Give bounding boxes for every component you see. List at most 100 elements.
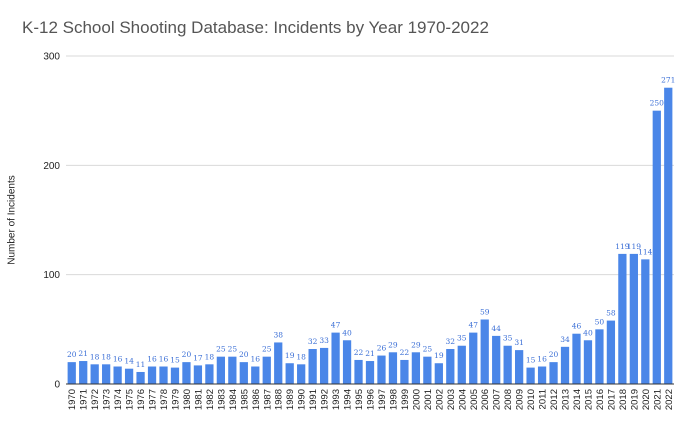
y-tick-label: 0	[54, 380, 60, 391]
y-tick-label: 300	[43, 52, 60, 63]
x-tick-label: 2010	[526, 389, 537, 410]
x-tick-label: 2015	[583, 389, 594, 410]
data-label: 119	[615, 242, 630, 251]
bar	[652, 110, 661, 385]
x-tick-label: 1971	[79, 389, 90, 410]
bar	[342, 340, 352, 384]
data-label: 25	[228, 345, 238, 354]
bar	[377, 355, 386, 384]
data-label: 16	[159, 355, 169, 364]
x-tick-label: 2002	[434, 389, 445, 410]
x-tick-label: 2021	[652, 389, 663, 410]
bar	[492, 335, 501, 384]
data-label: 35	[503, 334, 513, 343]
x-tick-label: 1996	[366, 389, 377, 410]
bar	[170, 367, 180, 384]
bar	[526, 367, 535, 384]
bars	[67, 87, 673, 385]
bar	[480, 319, 489, 384]
data-label: 16	[113, 355, 123, 364]
x-tick-label: 2018	[618, 389, 629, 410]
bar	[583, 340, 593, 384]
x-tick-label: 2022	[664, 389, 675, 410]
data-label: 20	[67, 350, 77, 359]
x-tick-label: 1984	[228, 389, 239, 410]
data-label: 22	[400, 348, 410, 357]
data-label: 29	[388, 340, 398, 349]
bar	[285, 363, 294, 384]
data-label: 250	[650, 99, 665, 108]
bar	[251, 366, 260, 384]
bar	[67, 362, 76, 384]
data-label: 38	[273, 330, 283, 339]
x-tick-label: 1992	[320, 389, 331, 410]
x-tick-label: 1994	[343, 389, 354, 410]
bar	[193, 365, 203, 384]
bar	[297, 364, 306, 384]
x-tick-label: 2020	[641, 389, 652, 410]
data-label: 18	[205, 352, 215, 361]
data-label: 35	[457, 334, 467, 343]
bar	[618, 253, 627, 384]
data-label: 47	[331, 321, 341, 330]
bar	[641, 259, 650, 384]
bar	[595, 329, 604, 384]
bar	[537, 366, 547, 384]
data-label: 33	[319, 336, 329, 345]
x-tick-label: 2016	[595, 389, 606, 410]
data-label: 18	[296, 352, 306, 361]
x-tick-label: 2013	[561, 389, 572, 410]
x-tick-label: 2014	[572, 389, 583, 410]
bar	[319, 347, 329, 384]
bar	[136, 371, 145, 384]
data-label: 47	[468, 321, 478, 330]
bar	[664, 87, 673, 385]
x-tick-label: 1985	[239, 389, 250, 410]
x-tick-label: 1979	[170, 389, 181, 410]
x-tick-label: 1976	[136, 389, 147, 410]
x-tick-label: 2007	[492, 389, 503, 410]
x-tick-label: 1990	[297, 389, 308, 410]
data-label: 29	[411, 340, 421, 349]
data-label: 119	[627, 242, 642, 251]
bar	[308, 349, 317, 384]
bar	[457, 345, 466, 384]
bar	[205, 364, 214, 384]
bar	[606, 320, 616, 384]
x-tick-label: 1970	[67, 389, 78, 410]
bar	[400, 359, 409, 384]
x-tick-label: 1993	[331, 389, 342, 410]
data-label: 25	[216, 345, 226, 354]
x-tick-label: 2006	[480, 389, 491, 410]
bar	[102, 364, 111, 384]
x-tick-label: 2012	[549, 389, 560, 410]
x-tick-label: 1973	[102, 389, 113, 410]
x-tick-label: 1982	[205, 389, 216, 410]
x-tick-label: 2009	[515, 389, 526, 410]
data-label: 31	[514, 338, 524, 347]
x-tick-label: 1989	[285, 389, 296, 410]
data-label: 21	[365, 349, 375, 358]
data-label: 14	[124, 357, 134, 366]
x-tick-label: 1975	[125, 389, 136, 410]
data-label: 114	[638, 247, 653, 256]
data-label: 50	[595, 317, 605, 326]
x-tick-label: 2004	[457, 389, 468, 410]
bar	[90, 364, 99, 384]
bar	[411, 352, 421, 384]
bar	[446, 349, 455, 384]
x-tick-label: 1980	[182, 389, 193, 410]
x-tick-label: 1995	[354, 389, 365, 410]
bar	[274, 342, 283, 384]
x-tick-label: 2001	[423, 389, 434, 410]
bar	[572, 333, 581, 384]
data-label: 18	[90, 352, 100, 361]
x-tick-label: 2005	[469, 389, 480, 410]
bar	[216, 356, 225, 384]
x-tick-label: 2003	[446, 389, 457, 410]
x-tick-label: 1983	[216, 389, 227, 410]
data-label: 40	[342, 328, 352, 337]
